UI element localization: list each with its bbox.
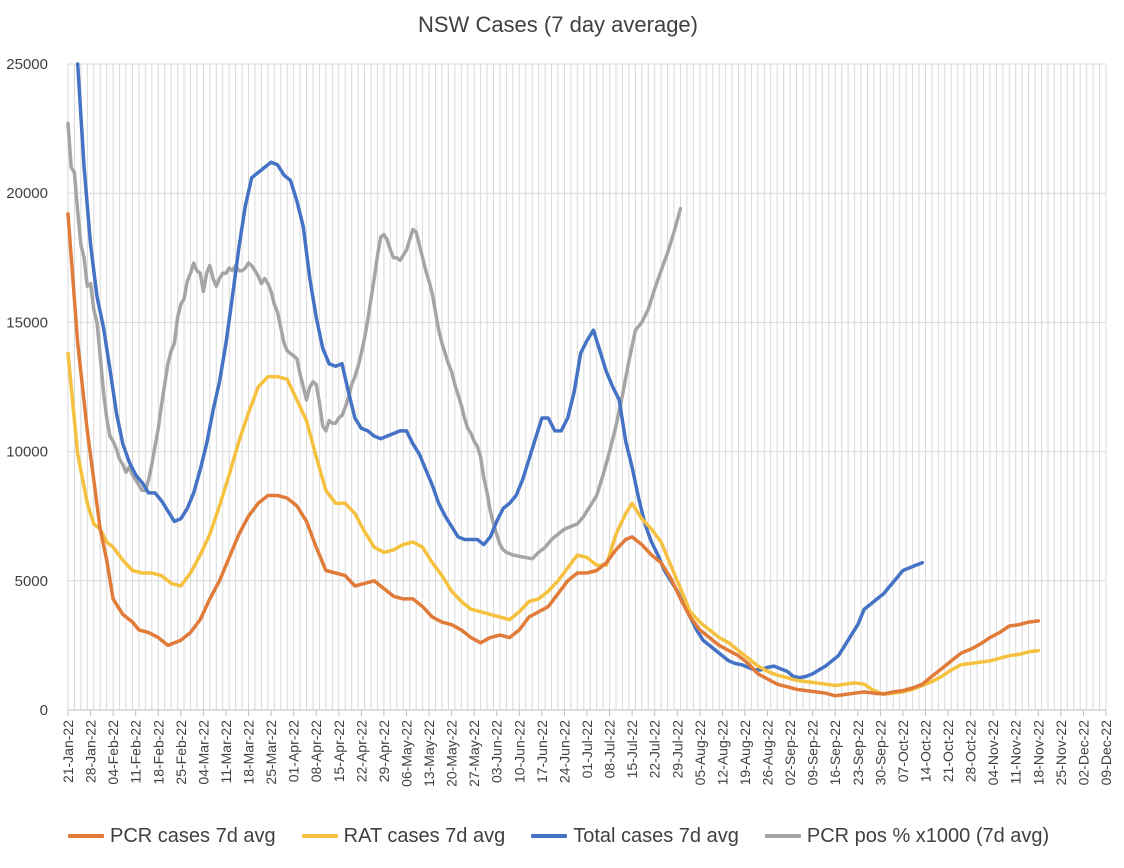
x-tick-label: 17-Jun-22 <box>534 720 550 783</box>
x-tick-label: 22-Jul-22 <box>647 720 663 779</box>
x-tick-label: 27-May-22 <box>466 720 482 787</box>
legend-label-pcr: PCR cases 7d avg <box>110 824 276 847</box>
x-tick-label: 11-Feb-22 <box>128 720 144 784</box>
x-tick-label: 28-Jan-22 <box>83 720 99 783</box>
x-tick-label: 01-Apr-22 <box>286 720 302 782</box>
legend-label-rat: RAT cases 7d avg <box>343 824 506 847</box>
x-tick-label: 21-Jan-22 <box>60 720 76 783</box>
x-tick-label: 16-Sep-22 <box>827 720 843 786</box>
x-tick-label: 09-Dec-22 <box>1098 720 1114 786</box>
x-tick-label: 08-Apr-22 <box>308 720 324 782</box>
x-tick-label: 15-Apr-22 <box>331 720 347 782</box>
y-tick-label: 20000 <box>6 185 48 202</box>
legend-swatch-total <box>531 834 568 838</box>
legend-item-pcr-pos[interactable]: PCR pos % x1000 (7d avg) <box>764 824 1050 848</box>
x-tick-label: 30-Sep-22 <box>872 720 888 786</box>
x-tick-label: 22-Apr-22 <box>353 720 369 782</box>
x-tick-label: 21-Oct-22 <box>940 720 956 782</box>
x-tick-label: 11-Nov-22 <box>1008 720 1024 785</box>
x-tick-label: 08-Jul-22 <box>602 720 618 779</box>
legend-item-pcr[interactable]: PCR cases 7d avg <box>68 825 276 848</box>
x-tick-label: 04-Feb-22 <box>105 720 121 785</box>
x-tick-label: 19-Aug-22 <box>737 720 753 786</box>
x-tick-label: 20-May-22 <box>444 720 460 787</box>
x-tick-label: 09-Sep-22 <box>805 720 821 786</box>
series-line-0 <box>66 212 1041 698</box>
x-tick-label: 23-Sep-22 <box>850 720 866 786</box>
y-tick-label: 15000 <box>6 314 48 331</box>
legend: PCR cases 7d avg RAT cases 7d avg Total … <box>0 820 1124 852</box>
x-tick-label: 06-May-22 <box>398 720 414 787</box>
x-tick-label: 11-Mar-22 <box>218 720 234 784</box>
x-axis-ticks: 21-Jan-22 28-Jan-22 04-Feb-22 11-Feb-22 18-F… <box>60 710 1114 787</box>
legend-label-pcr-pos: PCR pos % x1000 (7d avg) <box>806 824 1050 847</box>
x-tick-label: 03-Jun-22 <box>489 720 505 783</box>
legend-swatch-rat <box>301 834 338 838</box>
legend-label-total: Total cases 7d avg <box>573 824 739 847</box>
x-tick-label: 01-Jul-22 <box>579 720 595 779</box>
legend-item-total[interactable]: Total cases 7d avg <box>531 825 739 848</box>
x-tick-label: 12-Aug-22 <box>714 720 730 786</box>
x-tick-label: 04-Nov-22 <box>985 720 1001 786</box>
x-tick-label: 02-Sep-22 <box>782 720 798 786</box>
legend-swatch-pcr <box>68 834 104 838</box>
x-tick-label: 24-Jun-22 <box>556 720 572 783</box>
x-tick-label: 10-Jun-22 <box>511 720 527 783</box>
x-tick-label: 13-May-22 <box>421 720 437 787</box>
x-tick-label: 26-Aug-22 <box>760 720 776 786</box>
x-tick-label: 04-Mar-22 <box>195 720 211 785</box>
grid <box>67 63 1107 711</box>
chart-title: NSW Cases (7 day average) <box>418 12 698 37</box>
series-line-1 <box>66 351 1041 696</box>
x-tick-label: 18-Feb-22 <box>150 720 166 785</box>
x-tick-label: 05-Aug-22 <box>692 720 708 786</box>
y-tick-label: 10000 <box>6 444 48 461</box>
x-tick-label: 18-Mar-22 <box>241 720 257 785</box>
x-tick-label: 15-Jul-22 <box>624 720 640 779</box>
x-tick-label: 14-Oct-22 <box>917 720 933 782</box>
y-tick-label: 25000 <box>6 56 48 73</box>
x-tick-label: 02-Dec-22 <box>1075 720 1091 786</box>
x-tick-label: 25-Mar-22 <box>263 720 279 785</box>
legend-item-rat[interactable]: RAT cases 7d avg <box>301 824 506 848</box>
x-tick-label: 28-Oct-22 <box>963 720 979 782</box>
y-tick-label: 0 <box>40 702 48 719</box>
x-tick-label: 18-Nov-22 <box>1030 720 1046 786</box>
x-tick-label: 29-Jul-22 <box>669 720 685 779</box>
series-lines <box>66 62 1041 698</box>
y-axis-ticks: 0 5000 10000 15000 20000 25000 <box>6 56 48 719</box>
x-tick-label: 29-Apr-22 <box>376 720 392 782</box>
series-line-2 <box>75 62 925 680</box>
legend-swatch-pcr-pos <box>764 834 801 838</box>
x-tick-label: 25-Nov-22 <box>1053 720 1069 786</box>
x-tick-label: 25-Feb-22 <box>173 720 189 785</box>
x-tick-label: 07-Oct-22 <box>895 720 911 782</box>
y-tick-label: 5000 <box>15 573 48 590</box>
series-line-3 <box>66 121 683 561</box>
